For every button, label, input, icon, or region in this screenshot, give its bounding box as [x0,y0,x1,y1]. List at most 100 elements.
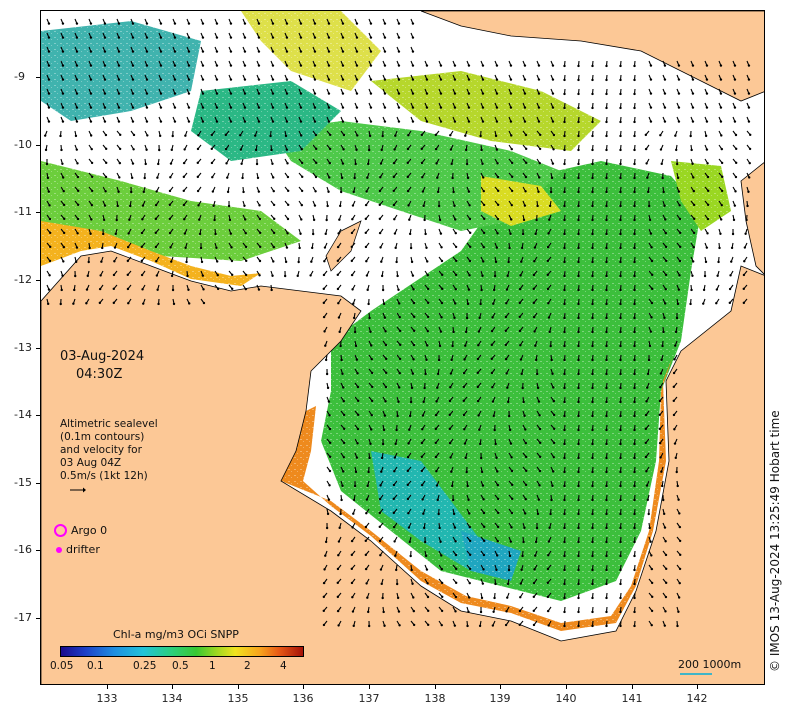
velocity-arrow-head [380,274,384,278]
velocity-arrow-head [183,217,186,221]
velocity-arrow-head [131,106,135,109]
velocity-arrow-head [327,106,331,109]
velocity-arrow-head [718,246,721,250]
velocity-arrow-head [467,498,470,501]
velocity-arrow-head [633,274,636,278]
velocity-arrow-head [509,442,513,445]
velocity-arrow-head [113,246,117,249]
velocity-arrow-head [257,78,261,81]
velocity-arrow-head [48,231,52,235]
velocity-arrow-head [339,512,342,516]
velocity-arrow-head [383,92,387,95]
velocity-arrow-head [114,232,117,236]
velocity-arrow-head [510,189,514,193]
velocity-arrow-head [328,414,331,417]
longitude-tick-mark [107,685,108,689]
velocity-arrow-head [173,92,177,95]
velocity-arrow-head [455,567,458,571]
velocity-arrow-head [379,568,383,571]
velocity-arrow-head [258,231,262,235]
velocity-arrow-head [423,540,427,544]
velocity-arrow-head [720,134,723,137]
velocity-arrow-head [619,428,622,432]
velocity-arrow-head [605,456,608,460]
velocity-arrow-head [159,120,163,123]
velocity-arrow-head [229,120,233,123]
velocity-arrow-head [154,245,158,249]
velocity-arrow-head [677,288,681,291]
velocity-arrow-head [158,134,162,138]
velocity-arrow-head [720,147,724,151]
velocity-arrow-head [577,64,580,68]
velocity-arrow-head [552,133,556,137]
velocity-arrow-head [355,120,359,123]
velocity-arrow-head [323,330,326,333]
velocity-arrow-head [563,358,566,362]
velocity-arrow-head [365,274,369,277]
velocity-arrow-head [536,512,540,516]
latitude-tick-label: -15 [14,476,32,489]
velocity-arrow-head [546,609,550,613]
velocity-arrow-head [90,147,93,151]
velocity-arrow-head [539,133,542,137]
velocity-arrow-head [230,246,233,249]
velocity-arrow-head [407,204,410,207]
velocity-arrow-head [299,232,302,235]
velocity-arrow-head [103,78,107,81]
velocity-arrow-head [284,260,288,264]
velocity-arrow-head [591,134,594,138]
velocity-arrow-head [328,147,332,151]
velocity-arrow-head [550,358,553,362]
velocity-arrow-head [74,134,78,138]
velocity-arrow-head [286,189,290,193]
velocity-arrow-head [367,610,370,614]
velocity-arrow-head [338,526,341,530]
velocity-arrow-head [661,344,664,348]
velocity-arrow-head [154,203,158,207]
velocity-arrow-head [453,92,457,95]
velocity-arrow-head [605,134,608,138]
velocity-arrow-head [379,484,382,487]
velocity-arrow-head [563,344,566,348]
velocity-arrow-head [47,288,51,291]
velocity-arrow-head [510,511,514,515]
velocity-arrow-head [394,554,397,557]
velocity-arrow-head [257,92,261,95]
velocity-arrow-head [510,469,514,473]
velocity-arrow-head [563,540,566,544]
velocity-arrow-head [244,231,247,235]
velocity-arrow-head [240,162,243,166]
velocity-arrow-head [365,582,368,585]
velocity-arrow-head [496,483,500,487]
velocity-arrow-head [480,288,483,292]
velocity-arrow-head [421,414,425,417]
velocity-arrow-head [605,582,608,586]
velocity-arrow-head [257,106,261,109]
velocity-arrow-head [350,245,353,249]
velocity-arrow-head [422,512,425,515]
velocity-arrow-head [494,260,498,264]
velocity-arrow-head [286,162,289,165]
velocity-arrow-head [509,232,512,235]
velocity-arrow-head [492,302,495,305]
velocity-arrow-head [397,64,401,67]
velocity-arrow-head [337,316,341,319]
velocity-arrow-head [342,148,345,151]
velocity-arrow-head [183,148,186,151]
velocity-arrow-head [605,246,608,250]
velocity-arrow-head [440,567,444,571]
velocity-arrow-head [285,92,289,95]
velocity-arrow-head [591,176,594,180]
velocity-arrow-head [619,302,622,306]
velocity-arrow-head [406,455,410,459]
velocity-arrow-head [664,595,668,599]
velocity-arrow-head [271,120,275,123]
velocity-arrow-head [647,358,651,362]
velocity-arrow-head [382,610,385,614]
velocity-arrow-head [74,274,77,278]
velocity-arrow-head [145,22,149,25]
velocity-arrow-head [396,274,399,278]
velocity-arrow-head [91,175,94,179]
velocity-arrow-head [520,260,523,263]
velocity-arrow-head [591,568,594,572]
